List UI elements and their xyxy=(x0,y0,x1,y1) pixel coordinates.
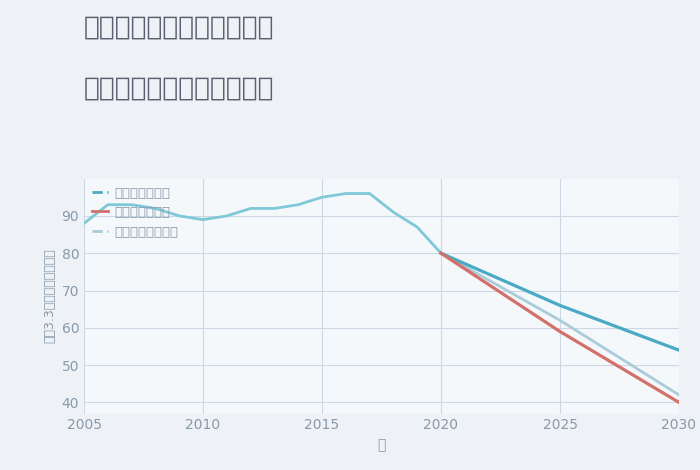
X-axis label: 年: 年 xyxy=(377,438,386,452)
Legend: グッドシナリオ, バッドシナリオ, ノーマルシナリオ: グッドシナリオ, バッドシナリオ, ノーマルシナリオ xyxy=(87,181,183,244)
Text: 三重県松阪市飯南町深野の: 三重県松阪市飯南町深野の xyxy=(84,14,274,40)
Text: 中古マンションの価格推移: 中古マンションの価格推移 xyxy=(84,75,274,101)
Y-axis label: 平（3.3㎡）単価（万円）: 平（3.3㎡）単価（万円） xyxy=(43,249,56,344)
